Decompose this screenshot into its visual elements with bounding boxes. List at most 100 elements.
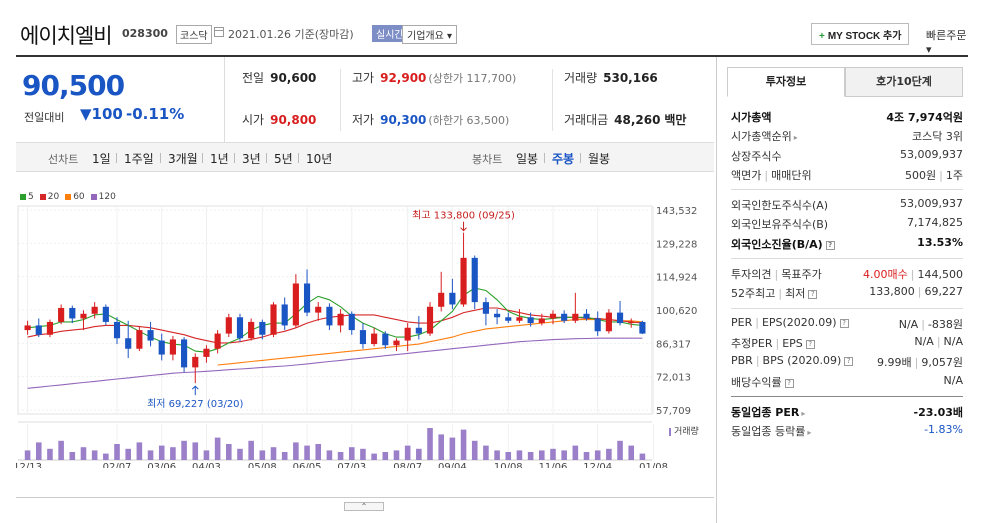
volume-bar bbox=[24, 450, 31, 460]
info-row[interactable]: 동일업종 등락률 ▸ -1.83% bbox=[731, 421, 963, 440]
period-1d[interactable]: 1일 bbox=[92, 152, 111, 166]
help-icon[interactable]: ? bbox=[844, 357, 854, 367]
toolbar-divider bbox=[266, 153, 267, 163]
chart-canvas[interactable]: 143,532 129,228 114,924 100,620 86,317 72,013… bbox=[13, 188, 714, 473]
candle-monthly[interactable]: 월봉 bbox=[588, 152, 611, 166]
period-3y[interactable]: 3년 bbox=[242, 152, 261, 166]
info-value-text: 4조 7,974억원 bbox=[886, 111, 963, 124]
ma-legend: 5 20 60 120 bbox=[20, 192, 116, 202]
open-value: 90,800 bbox=[270, 113, 317, 127]
tab-orderbook[interactable]: 호가10단계 bbox=[845, 67, 963, 97]
help-icon[interactable]: ? bbox=[805, 339, 815, 349]
toolbar-divider bbox=[234, 153, 235, 163]
volume-bar bbox=[583, 452, 590, 460]
help-icon[interactable]: ? bbox=[839, 318, 849, 328]
period-1w[interactable]: 1주일 bbox=[124, 152, 154, 166]
label-separator: | bbox=[755, 354, 760, 368]
info-row[interactable]: 동일업종 PER ▸ -23.03배 bbox=[731, 402, 963, 421]
stock-chart[interactable]: 5 20 60 120 143,532 129,228 114,924 100,620… bbox=[13, 188, 714, 473]
candle-body bbox=[91, 306, 98, 314]
high-price: 고가 92,900 (상한가 117,700) bbox=[352, 69, 516, 86]
y-tick-label: 72,013 bbox=[656, 373, 691, 384]
volume-bar bbox=[259, 450, 266, 460]
volume-value: 530,166 bbox=[603, 71, 658, 85]
period-1y[interactable]: 1년 bbox=[210, 152, 229, 166]
candle-daily[interactable]: 일봉 bbox=[516, 152, 539, 166]
ma-legend-item-120: 120 bbox=[90, 192, 116, 202]
plus-icon: + bbox=[819, 31, 825, 42]
company-overview-button[interactable]: 기업개요 ▾ bbox=[402, 25, 458, 44]
period-10y[interactable]: 10년 bbox=[306, 152, 333, 166]
volume-bar bbox=[438, 434, 444, 460]
stock-name: 에이치엘비 bbox=[20, 24, 113, 48]
info-row-value: N/A bbox=[944, 374, 963, 387]
header-divider bbox=[16, 55, 968, 57]
chevron-right-icon: ▸ bbox=[793, 133, 798, 143]
info-row[interactable]: 시가총액순위 ▸ 코스닥 3위 bbox=[731, 126, 963, 145]
amount-label: 거래대금 bbox=[564, 113, 609, 127]
section-divider bbox=[731, 395, 963, 397]
candle-body bbox=[449, 292, 456, 305]
candle-body bbox=[482, 302, 489, 314]
volume-bar bbox=[281, 452, 288, 460]
candle-body bbox=[35, 325, 42, 335]
low-arrow-icon bbox=[191, 385, 199, 396]
volume-bar bbox=[471, 440, 478, 460]
info-label-text: EPS bbox=[782, 336, 803, 350]
candle-body bbox=[628, 321, 635, 324]
candle-body bbox=[594, 318, 601, 332]
period-3m[interactable]: 3개월 bbox=[168, 152, 198, 166]
info-panel: 투자정보 호가10단계 시가총액 4조 7,974억원 시가총액순위 ▸ 코스닥 3위 상… bbox=[716, 57, 968, 523]
info-value-text: -23.03배 bbox=[913, 405, 963, 419]
add-my-stock-label: MY STOCK 추가 bbox=[827, 31, 902, 42]
candle-body bbox=[203, 348, 210, 357]
info-row: 외국인보유주식수(B) 7,174,825 bbox=[731, 214, 963, 233]
volume-bar bbox=[449, 437, 456, 460]
amount-unit: 백만 bbox=[664, 113, 687, 127]
info-tabs: 투자정보 호가10단계 bbox=[727, 67, 965, 97]
info-row-value: 9.99배 | 9,057원 bbox=[877, 354, 963, 370]
volume-bar bbox=[226, 444, 232, 460]
info-row: 52주최고 | 최저? 133,800 | 69,227 bbox=[731, 283, 963, 302]
volume-bar bbox=[203, 450, 210, 460]
candle-body bbox=[147, 330, 154, 341]
info-label-text: 동일업종 등락률 bbox=[731, 425, 806, 439]
chevron-right-icon: ▸ bbox=[801, 408, 806, 418]
period-5y[interactable]: 5년 bbox=[274, 152, 293, 166]
info-label-text: 외국인보유주식수(B) bbox=[731, 218, 829, 232]
calendar-icon bbox=[214, 27, 224, 37]
legend-swatch bbox=[90, 193, 97, 200]
y-tick-label: 86,317 bbox=[656, 339, 691, 350]
candle-weekly[interactable]: 주봉 bbox=[552, 152, 575, 166]
volume-bar bbox=[58, 440, 64, 460]
down-triangle-icon: ▼ bbox=[80, 105, 92, 123]
low-annotation: 최저 69,227 (03/20) bbox=[147, 398, 243, 410]
stock-header: 에이치엘비 028300 코스닥 2021.01.26 기준(장마감) 실시간 … bbox=[16, 16, 968, 56]
candle-body bbox=[371, 333, 378, 345]
candle-body bbox=[549, 313, 557, 319]
candle-body bbox=[639, 321, 646, 334]
tab-investment-info[interactable]: 투자정보 bbox=[727, 67, 845, 97]
info-label-text: 상장주식수 bbox=[731, 149, 782, 163]
info-value-text: 144,500 bbox=[917, 268, 964, 282]
help-icon[interactable]: ? bbox=[784, 378, 794, 388]
info-label-text: PBR bbox=[731, 354, 753, 368]
help-icon[interactable]: ? bbox=[808, 290, 818, 300]
legend-swatch bbox=[20, 193, 26, 200]
volume-bar bbox=[371, 453, 377, 460]
realtime-button[interactable]: 실시간 bbox=[372, 25, 408, 42]
info-row-value: -1.83% bbox=[924, 423, 963, 436]
candle-body bbox=[527, 317, 534, 324]
info-label-text: 배당수익률 bbox=[731, 375, 782, 389]
add-my-stock-button[interactable]: + MY STOCK 추가 bbox=[811, 23, 910, 45]
info-value-text: N/A bbox=[943, 373, 963, 387]
info-value-text: -1.83% bbox=[924, 423, 963, 437]
x-tick-label: 12/04 bbox=[583, 462, 612, 468]
help-icon[interactable]: ? bbox=[825, 240, 835, 250]
volume-bar bbox=[114, 444, 120, 460]
candle-body bbox=[382, 333, 389, 346]
volume-bar bbox=[270, 447, 277, 460]
chart-collapse-button[interactable]: ⌃ bbox=[344, 502, 384, 511]
candle-body bbox=[460, 257, 467, 305]
quick-order-button[interactable]: 빠른주문 ▾ bbox=[926, 27, 968, 56]
